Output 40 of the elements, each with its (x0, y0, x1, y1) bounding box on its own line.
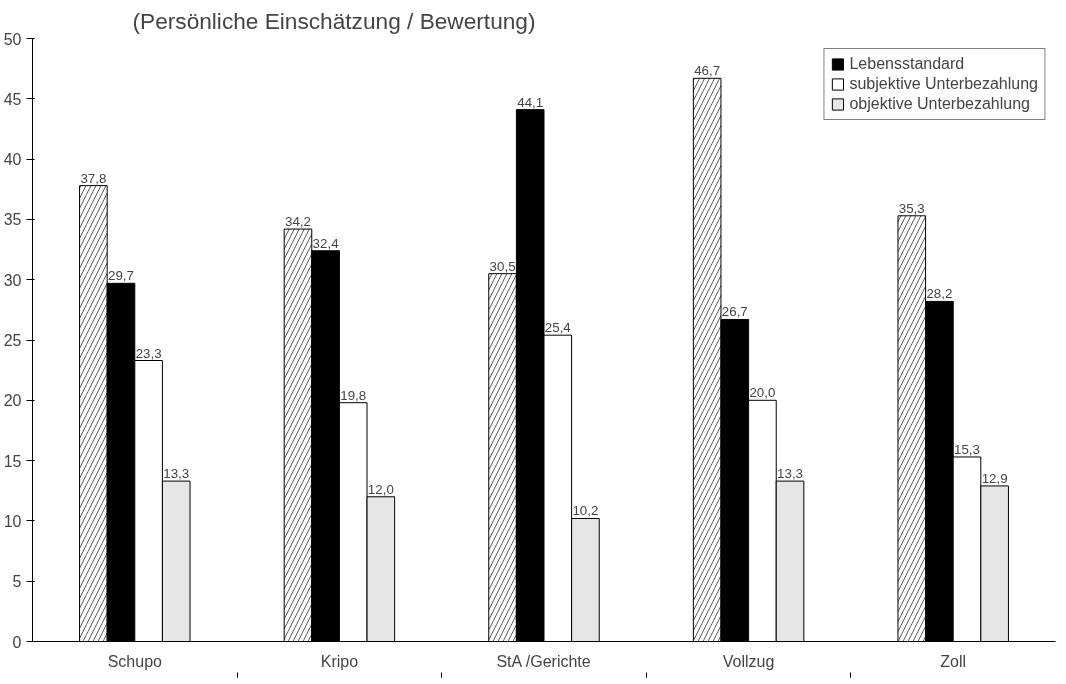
data-label: 10,2 (572, 503, 599, 519)
data-label: 20,0 (749, 385, 776, 401)
y-tick-label: 0 (12, 633, 22, 651)
x-tick-label: StA /Gerichte (496, 652, 591, 670)
data-label: 37,8 (80, 170, 107, 186)
y-tick-label: 45 (3, 90, 22, 108)
data-label: 12,9 (981, 470, 1008, 486)
x-tick-label: Schupo (107, 652, 163, 670)
y-tick-label: 30 (3, 271, 22, 289)
data-label: 23,3 (135, 345, 162, 361)
data-label: 44,1 (517, 94, 544, 110)
data-label: 28,2 (926, 286, 953, 302)
y-tick-label: 35 (3, 211, 22, 229)
data-label: 15,3 (954, 441, 980, 457)
y-tick-label: 10 (3, 512, 22, 530)
y-tick-label: 20 (3, 392, 22, 410)
x-tick-label: Vollzug (722, 652, 775, 670)
chart-subtitle: (Persönliche Einschätzung / Bewertung) (132, 7, 536, 34)
y-tick-label: 15 (3, 452, 22, 470)
data-label: 25,4 (544, 320, 572, 336)
legend-label: Lebensstandard (849, 55, 965, 73)
data-label: 30,5 (489, 258, 516, 274)
data-label: 13,3 (777, 466, 804, 482)
y-tick-label: 50 (3, 30, 22, 48)
legend-label: subjektive Unterbezahlung (849, 75, 1038, 93)
legend-label: objektive Unterbezahlung (849, 95, 1030, 113)
y-tick-label: 5 (12, 573, 22, 591)
x-tick-label: Zoll (940, 652, 967, 670)
data-label: 26,7 (721, 304, 748, 320)
y-tick-label: 25 (3, 332, 22, 349)
data-label: 46,7 (694, 63, 721, 79)
data-label: 29,7 (108, 268, 134, 284)
data-label: 32,4 (312, 235, 340, 251)
data-label: 12,0 (367, 481, 394, 497)
data-label: 13,3 (163, 466, 190, 482)
data-label: 35,3 (898, 200, 925, 216)
data-label: 19,8 (340, 387, 367, 403)
y-tick-label: 40 (3, 151, 22, 169)
data-label: 34,2 (285, 214, 311, 230)
x-tick-label: Kripo (320, 652, 359, 670)
